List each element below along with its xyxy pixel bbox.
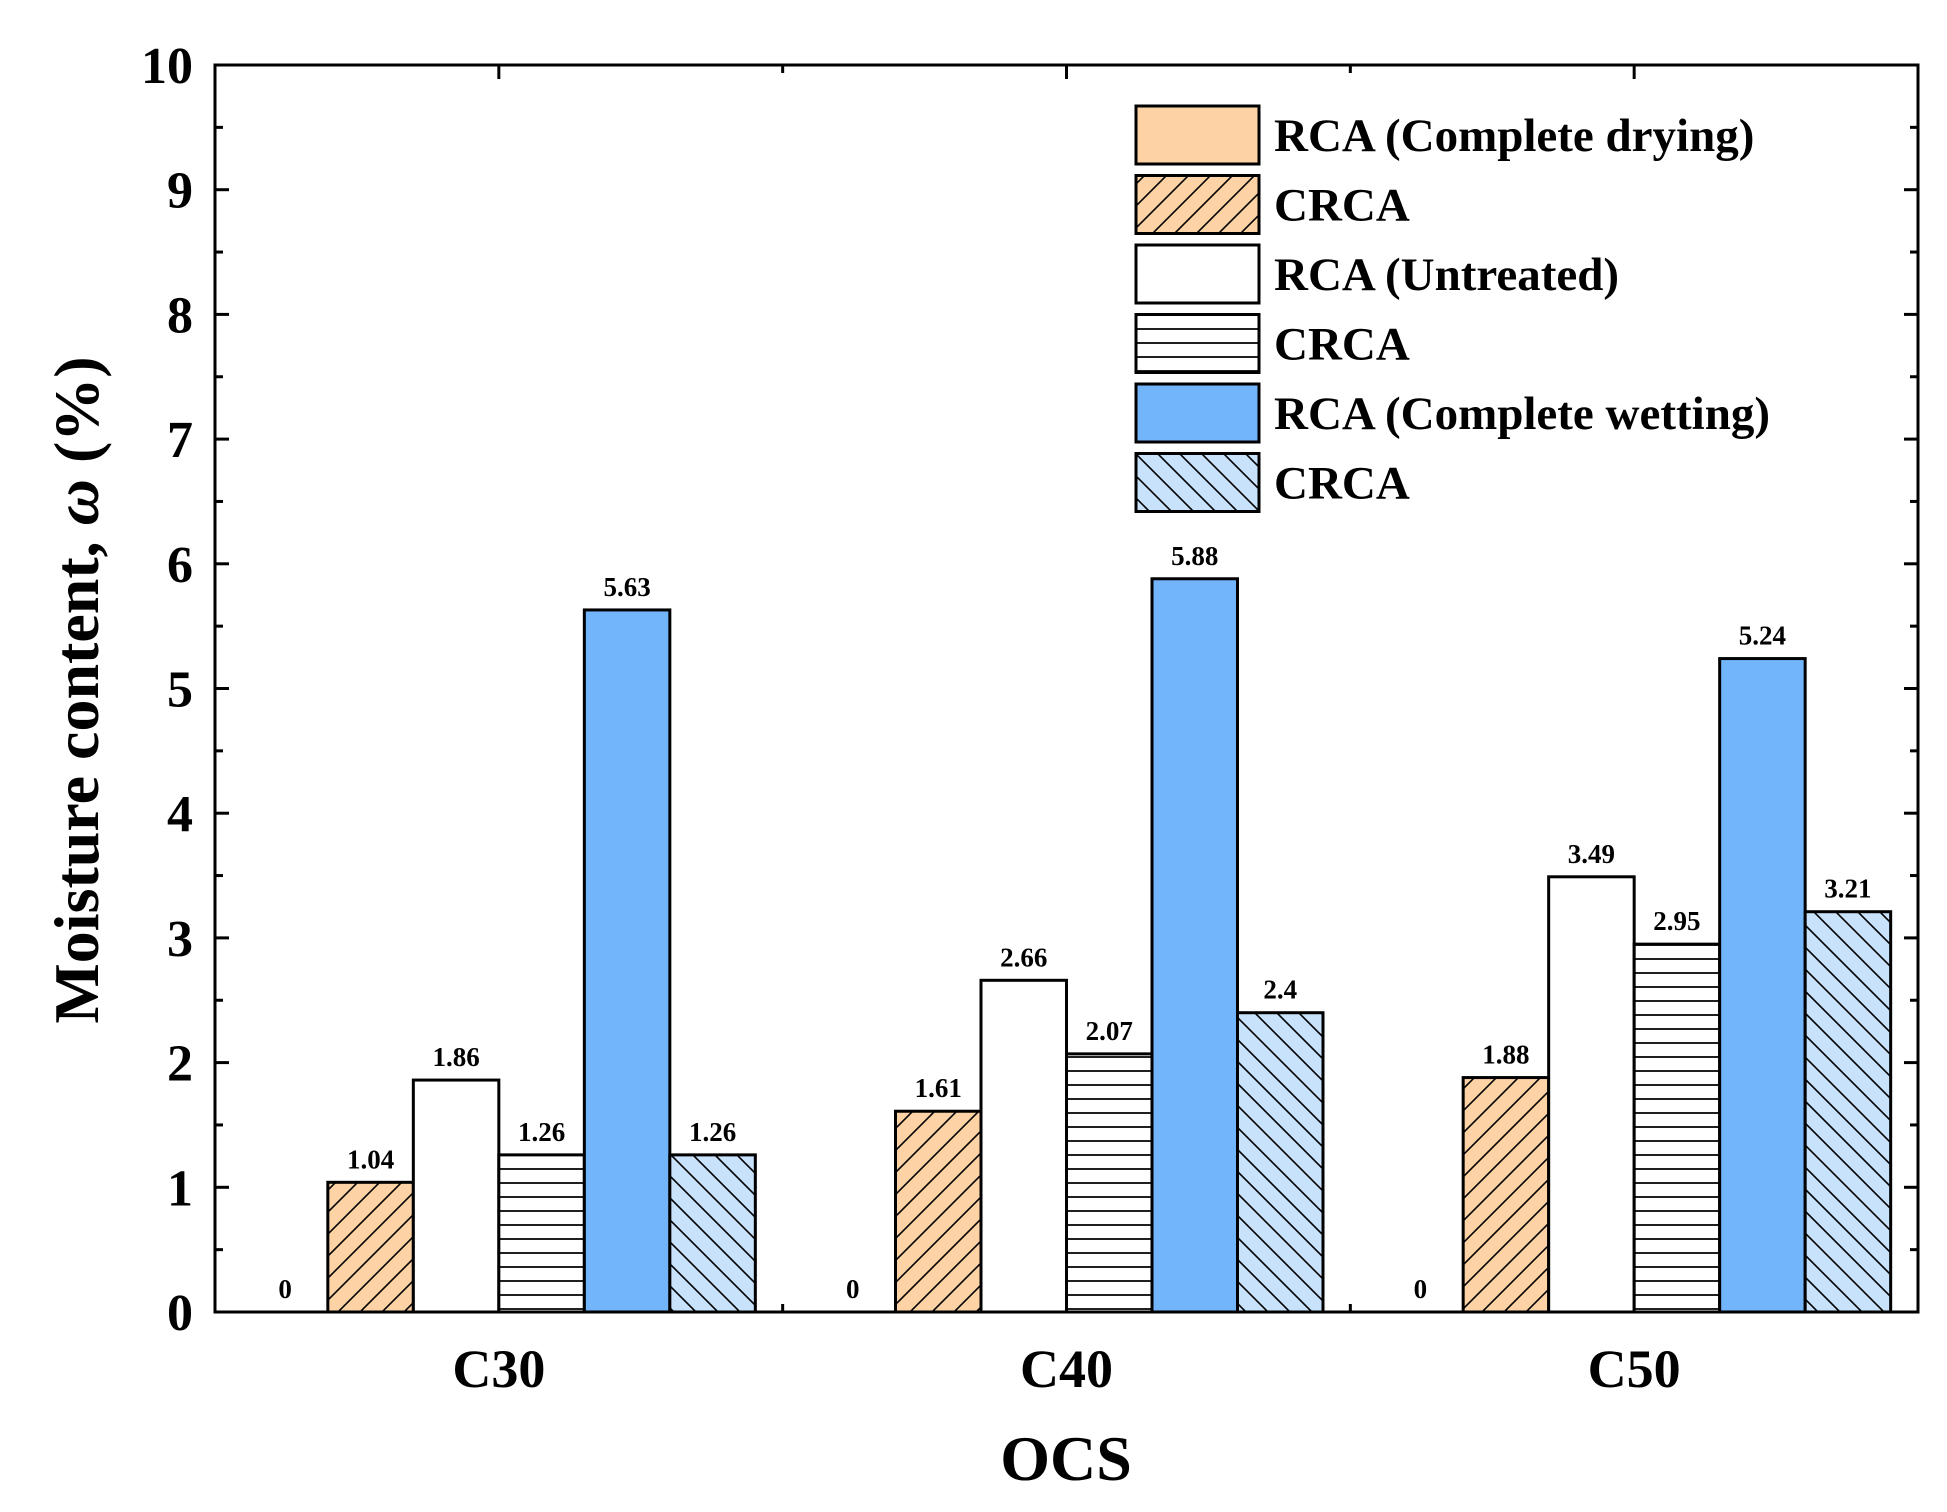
bar (1632, 942, 1722, 1314)
data-label: 3.49 (1568, 839, 1615, 869)
bar (497, 1153, 586, 1314)
y-tick-label: 7 (167, 412, 193, 469)
data-label: 0 (1414, 1274, 1428, 1304)
bar (326, 1180, 415, 1314)
y-axis: 0 1 2 3 4 5 6 7 8 9 10 (141, 38, 1918, 1342)
x-axis-title: OCS (1000, 1423, 1132, 1494)
y-tick-label: 0 (167, 1285, 193, 1342)
legend-swatch (1134, 174, 1261, 235)
x-category-label: C40 (1020, 1339, 1113, 1399)
legend-label: CRCA (1274, 319, 1410, 371)
legend-swatch (1134, 243, 1261, 305)
bar (1065, 1052, 1154, 1314)
y-tick-label: 6 (167, 537, 193, 594)
bar (1236, 1011, 1325, 1314)
y-axis-title: Moisture content, ω (%) (41, 356, 112, 1023)
data-label: 1.26 (518, 1117, 565, 1147)
legend-swatch (1134, 382, 1261, 444)
bar (894, 1109, 983, 1314)
legend-label: RCA (Complete wetting) (1274, 388, 1770, 440)
bar-series-group (326, 577, 1893, 1314)
legend-label: CRCA (1274, 180, 1410, 232)
y-tick-label: 4 (167, 786, 193, 843)
bar (668, 1153, 757, 1314)
data-label: 1.86 (432, 1042, 479, 1072)
y-tick-label: 5 (167, 662, 193, 719)
x-axis: C30 C40 C50 (452, 65, 1681, 1399)
data-label: 2.4 (1263, 975, 1297, 1005)
y-tick-label: 8 (167, 287, 193, 344)
legend-swatch (1134, 313, 1261, 374)
y-tick-label: 3 (167, 911, 193, 968)
data-label: 1.26 (689, 1117, 736, 1147)
data-label: 1.04 (347, 1144, 394, 1174)
bar (582, 608, 672, 1314)
data-label: 0 (278, 1274, 292, 1304)
bar (1547, 875, 1636, 1314)
x-category-label: C50 (1588, 1339, 1681, 1399)
y-tick-label: 9 (167, 163, 193, 220)
y-tick-label: 10 (141, 38, 193, 95)
x-category-label: C30 (452, 1339, 545, 1399)
y-tick-label: 2 (167, 1036, 193, 1093)
bar (1803, 910, 1893, 1314)
legend-label: RCA (Complete drying) (1274, 110, 1754, 162)
legend-label: CRCA (1274, 458, 1410, 510)
bar (1150, 577, 1239, 1314)
legend-swatch (1134, 452, 1261, 513)
bar (411, 1078, 501, 1314)
data-label: 0 (846, 1274, 860, 1304)
data-label: 5.88 (1171, 541, 1218, 571)
bar (979, 978, 1068, 1314)
legend-swatch (1134, 104, 1261, 166)
legend: RCA (Complete drying) CRCA RCA (Untreated)… (1134, 104, 1770, 513)
data-label: 1.61 (915, 1073, 962, 1103)
bar (1718, 657, 1807, 1314)
data-label: 5.24 (1739, 621, 1786, 651)
data-label: 2.07 (1086, 1016, 1133, 1046)
data-label: 5.63 (603, 572, 650, 602)
y-tick-label: 1 (167, 1160, 193, 1217)
data-label: 1.88 (1482, 1040, 1529, 1070)
legend-label: RCA (Untreated) (1274, 249, 1619, 301)
data-labels-group: 0 1.04 1.86 1.26 5.63 1.26 0 1.61 2.66 2.07 5.88 2.… (278, 541, 1871, 1304)
data-label: 2.66 (1000, 942, 1047, 972)
bar (1461, 1076, 1551, 1314)
data-label: 3.21 (1824, 874, 1871, 904)
data-label: 2.95 (1653, 906, 1700, 936)
